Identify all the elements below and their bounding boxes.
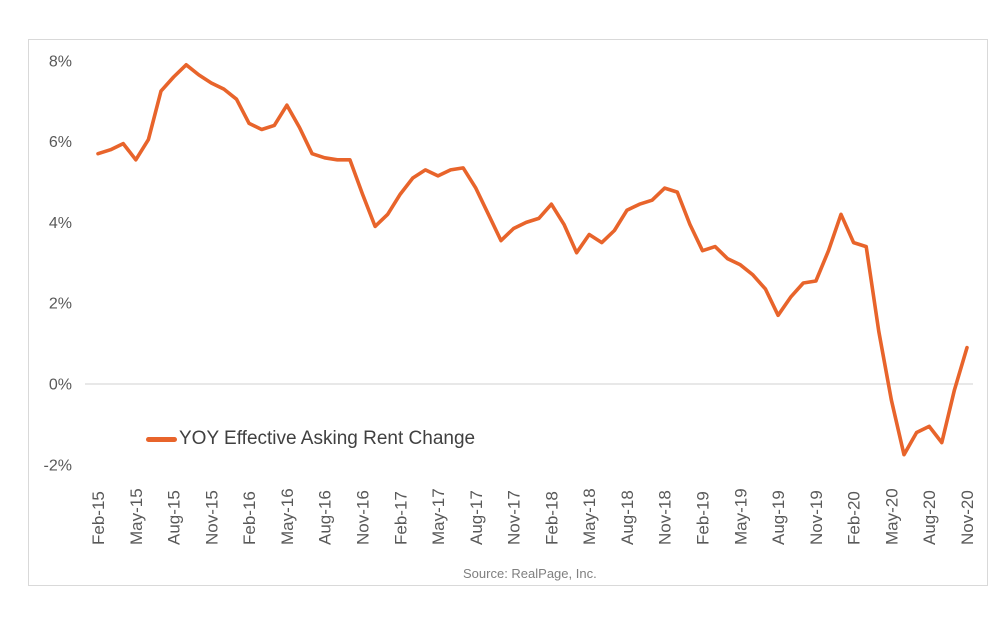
x-axis-tick-label: Aug-17 [467, 490, 486, 545]
x-axis-tick-label: Nov-18 [656, 490, 675, 545]
x-axis-tick-label: Nov-20 [958, 490, 977, 545]
chart-border [28, 39, 988, 586]
x-axis-tick-label: Nov-16 [354, 490, 373, 545]
x-axis-tick-label: May-18 [580, 488, 599, 545]
x-axis-tick-label: May-20 [882, 488, 901, 545]
x-axis-tick-label: Feb-17 [391, 491, 410, 545]
x-axis-tick-label: Feb-19 [694, 491, 713, 545]
x-axis-tick-label: Feb-18 [542, 491, 561, 545]
y-axis-tick-label: 4% [49, 215, 72, 232]
x-axis-tick-label: Aug-19 [769, 490, 788, 545]
x-axis-tick-label: Feb-20 [845, 491, 864, 545]
y-axis-tick-label: 8% [49, 53, 72, 70]
x-axis-tick-label: Nov-19 [807, 490, 826, 545]
y-axis-tick-label: 0% [49, 377, 72, 394]
y-axis-tick-label: 2% [49, 296, 72, 313]
x-axis-tick-label: May-19 [731, 488, 750, 545]
x-axis-tick-label: Aug-20 [920, 490, 939, 545]
legend: YOY Effective Asking Rent Change [146, 428, 475, 450]
legend-label: YOY Effective Asking Rent Change [179, 428, 476, 449]
x-axis-tick-label: May-15 [127, 488, 146, 545]
x-axis-tick-label: Nov-15 [202, 490, 221, 545]
y-axis-tick-label: -2% [44, 457, 72, 474]
x-axis-tick-label: May-16 [278, 488, 297, 545]
legend-line-swatch [146, 436, 177, 442]
x-axis-tick-label: Feb-15 [89, 491, 108, 545]
x-axis-tick-label: Aug-15 [165, 490, 184, 545]
x-axis-tick-label: Nov-17 [505, 490, 524, 545]
x-axis-tick-label: Aug-18 [618, 490, 637, 545]
y-axis-tick-label: 6% [49, 134, 72, 151]
x-axis-tick-label: Aug-16 [316, 490, 335, 545]
source-note: Source: RealPage, Inc. [463, 566, 597, 581]
x-axis-tick-label: May-17 [429, 488, 448, 545]
x-axis-tick-label: Feb-16 [240, 491, 259, 545]
rent-change-series-line [96, 63, 969, 457]
